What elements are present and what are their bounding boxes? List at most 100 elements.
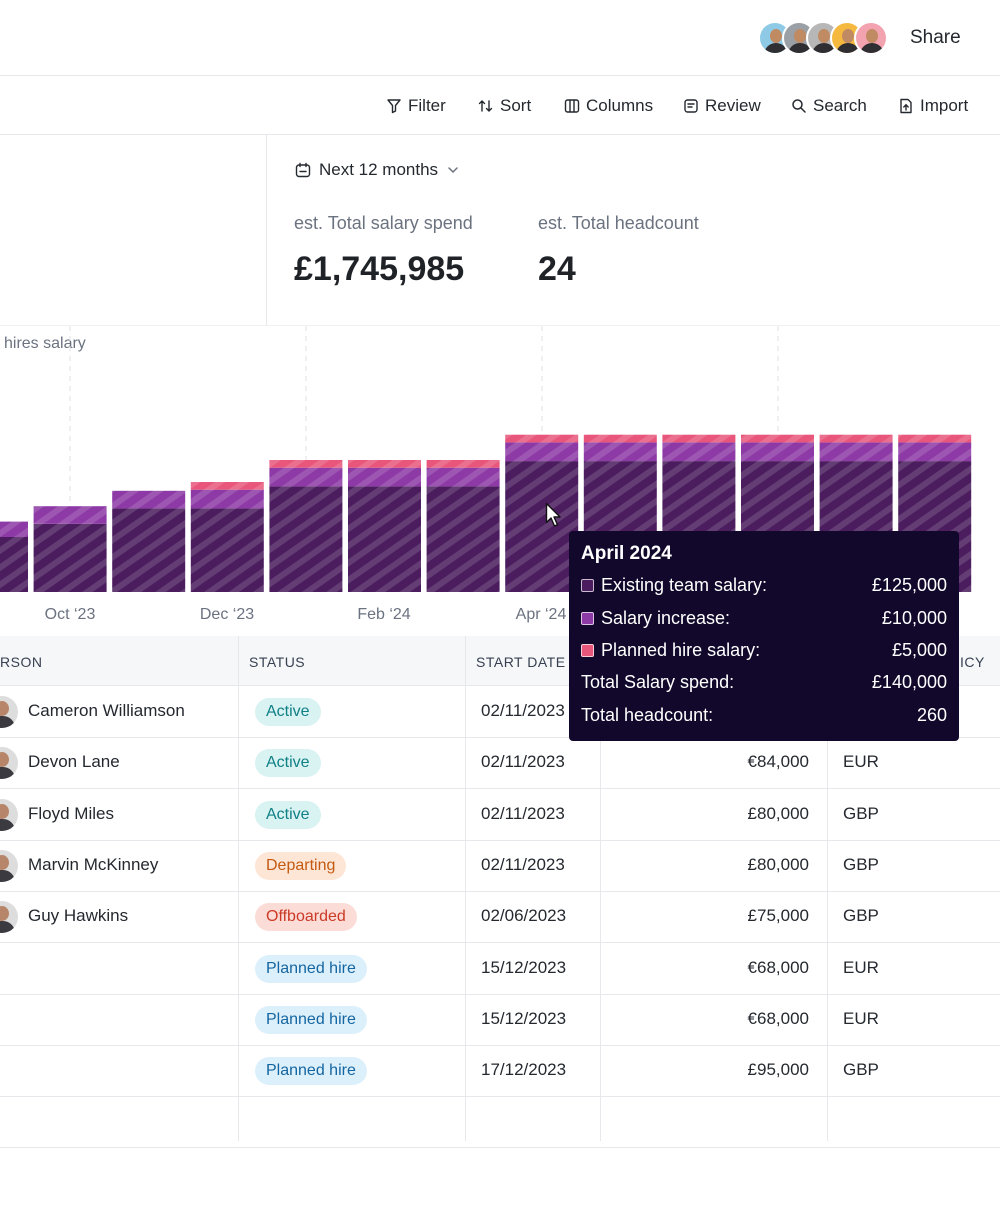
salary: £80,000 [747,854,809,874]
avatar [0,696,18,728]
start-date: 17/12/2023 [481,1060,567,1080]
search-button[interactable]: Search [791,96,867,116]
bar-increase-3[interactable] [190,489,264,509]
table-row[interactable]: Cameron Williamson Active 02/11/2023 [0,687,1000,738]
start-date: 02/11/2023 [481,854,565,874]
start-date: 02/11/2023 [481,803,565,823]
currency: GBP [843,854,879,874]
bar-planned-7[interactable] [505,434,579,443]
person-name: Guy Hawkins [28,906,129,926]
bar-existing-4[interactable] [269,486,343,592]
table-row[interactable]: Planned hire 15/12/2023 €68,000 EUR [0,944,1000,995]
table-row[interactable]: Floyd Miles Active 02/11/2023 £80,000 GBP [0,790,1000,841]
bar-planned-6[interactable] [426,460,500,468]
bar-increase-6[interactable] [426,467,500,487]
search-label: Search [813,96,867,115]
columns-button[interactable]: Columns [564,96,653,116]
bar-increase-12[interactable] [898,442,972,462]
bar-existing-7[interactable] [505,461,579,592]
avatar-5[interactable] [854,21,888,55]
mouse-cursor-icon [545,502,561,527]
bar-planned-9[interactable] [662,434,736,443]
bar-planned-11[interactable] [819,434,893,443]
import-button[interactable]: Import [898,96,968,116]
bar-existing-1[interactable] [33,523,107,592]
legend-swatch [581,644,594,657]
x-tick-label: Dec ‘23 [199,606,255,623]
bar-planned-12[interactable] [898,434,972,443]
header-status[interactable]: STATUS [249,654,306,670]
bar-planned-10[interactable] [741,434,814,443]
table-row[interactable]: Planned hire 17/12/2023 £95,000 GBP [0,1046,1000,1098]
status-badge: Active [255,800,321,829]
salary: €84,000 [747,752,809,772]
stats-divider [0,325,1000,326]
currency: GBP [843,906,879,926]
tooltip-row: Planned hire salary: £5,000 [581,640,947,661]
bar-planned-3[interactable] [190,482,264,490]
columns-label: Columns [586,96,654,115]
bar-increase-2[interactable] [112,490,186,509]
person-name: Cameron Williamson [28,701,185,720]
bar-existing-5[interactable] [348,486,421,592]
salary: €68,000 [747,957,809,977]
currency: EUR [843,752,879,772]
tooltip-headcount-value: 260 [916,705,947,725]
salary-spend-label: est. Total salary spend [294,213,473,233]
bar-existing-6[interactable] [426,486,500,592]
bar-planned-8[interactable] [583,434,657,443]
headcount-value: 24 [538,250,576,288]
bar-existing-2[interactable] [112,508,186,592]
bar-increase-4[interactable] [269,467,343,487]
table-row[interactable]: Planned hire 15/12/2023 €68,000 EUR [0,995,1000,1046]
salary: £75,000 [747,906,809,926]
status-badge: Active [255,698,321,726]
empty-row[interactable] [0,1097,1000,1149]
bar-increase-10[interactable] [741,442,814,462]
bar-increase-0[interactable] [0,521,28,537]
tooltip-row-label: Salary increase: [581,608,730,629]
table-row[interactable]: Marvin McKinney Departing 02/11/2023 £80,00… [0,841,1000,892]
tooltip-headcount-row: Total headcount: 260 [581,705,947,726]
tooltip-row: Existing team salary: £125,000 [581,575,947,596]
review-label: Review [705,96,761,115]
bar-increase-8[interactable] [583,442,657,462]
columns-icon [564,99,580,113]
import-label: Import [920,96,969,115]
start-date: 02/11/2023 [481,701,565,720]
currency: EUR [843,957,879,977]
header-start-date[interactable]: START DATE [476,654,566,670]
toolbar: Filter Sort Columns Review Search Import [0,76,1000,135]
bar-existing-0[interactable] [0,537,28,592]
bar-increase-5[interactable] [348,467,421,487]
header-person[interactable]: RSON [0,654,43,670]
bar-planned-4[interactable] [269,460,343,468]
table-row[interactable]: Devon Lane Active 02/11/2023 €84,000 EUR [0,738,1000,790]
header-currency[interactable]: ICY [960,654,985,670]
avatar [0,901,18,934]
status-badge: Offboarded [255,903,357,932]
x-tick-label: Feb ‘24 [357,606,411,623]
bar-increase-7[interactable] [505,442,579,462]
x-tick-label: Apr ‘24 [515,606,567,623]
tooltip-row-label: Existing team salary: [581,575,767,596]
review-button[interactable]: Review [683,96,761,116]
status-badge: Planned hire [255,954,367,983]
tooltip-title: April 2024 [581,543,672,564]
bar-existing-3[interactable] [190,508,264,592]
bar-planned-5[interactable] [348,460,421,468]
bar-increase-11[interactable] [819,442,893,462]
bar-increase-1[interactable] [33,506,107,524]
period-dropdown[interactable]: Next 12 months [295,160,460,180]
bar-increase-9[interactable] [662,442,736,462]
sort-button[interactable]: Sort [478,96,531,116]
share-button[interactable]: Share [910,27,961,48]
table-row[interactable]: Guy Hawkins Offboarded 02/06/2023 £75,000 GB… [0,892,1000,944]
start-date: 02/11/2023 [481,752,565,772]
review-icon [684,99,698,113]
avatar [0,747,18,780]
start-date: 15/12/2023 [481,1008,567,1028]
filter-button[interactable]: Filter [386,96,446,116]
salary: £95,000 [747,1060,809,1080]
calendar-icon [295,162,311,178]
